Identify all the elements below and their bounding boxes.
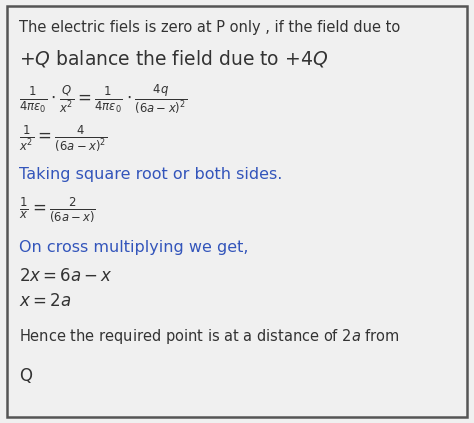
Text: $\frac{1}{x^2} = \frac{4}{(6a-x)^2}$: $\frac{1}{x^2} = \frac{4}{(6a-x)^2}$: [19, 124, 107, 154]
Text: On cross multiplying we get,: On cross multiplying we get,: [19, 240, 248, 255]
Text: $2x = 6a - x$: $2x = 6a - x$: [19, 267, 113, 285]
Text: $\frac{1}{4\pi\epsilon_0}\cdot\frac{Q}{x^2} = \frac{1}{4\pi\epsilon_0}\cdot\frac: $\frac{1}{4\pi\epsilon_0}\cdot\frac{Q}{x…: [19, 82, 187, 115]
Text: $\frac{1}{x} = \frac{2}{(6a-x)}$: $\frac{1}{x} = \frac{2}{(6a-x)}$: [19, 195, 96, 224]
Text: The electric fiels is zero at P only , if the field due to: The electric fiels is zero at P only , i…: [19, 20, 400, 35]
Text: Hence the required point is at a distance of $2a$ from: Hence the required point is at a distanc…: [19, 327, 400, 346]
Text: $+Q$ balance the field due to $+4Q$: $+Q$ balance the field due to $+4Q$: [19, 48, 328, 69]
FancyBboxPatch shape: [7, 6, 467, 417]
Text: Taking square root or both sides.: Taking square root or both sides.: [19, 167, 283, 182]
Text: Q: Q: [19, 367, 32, 385]
Text: $x = 2a$: $x = 2a$: [19, 292, 71, 310]
